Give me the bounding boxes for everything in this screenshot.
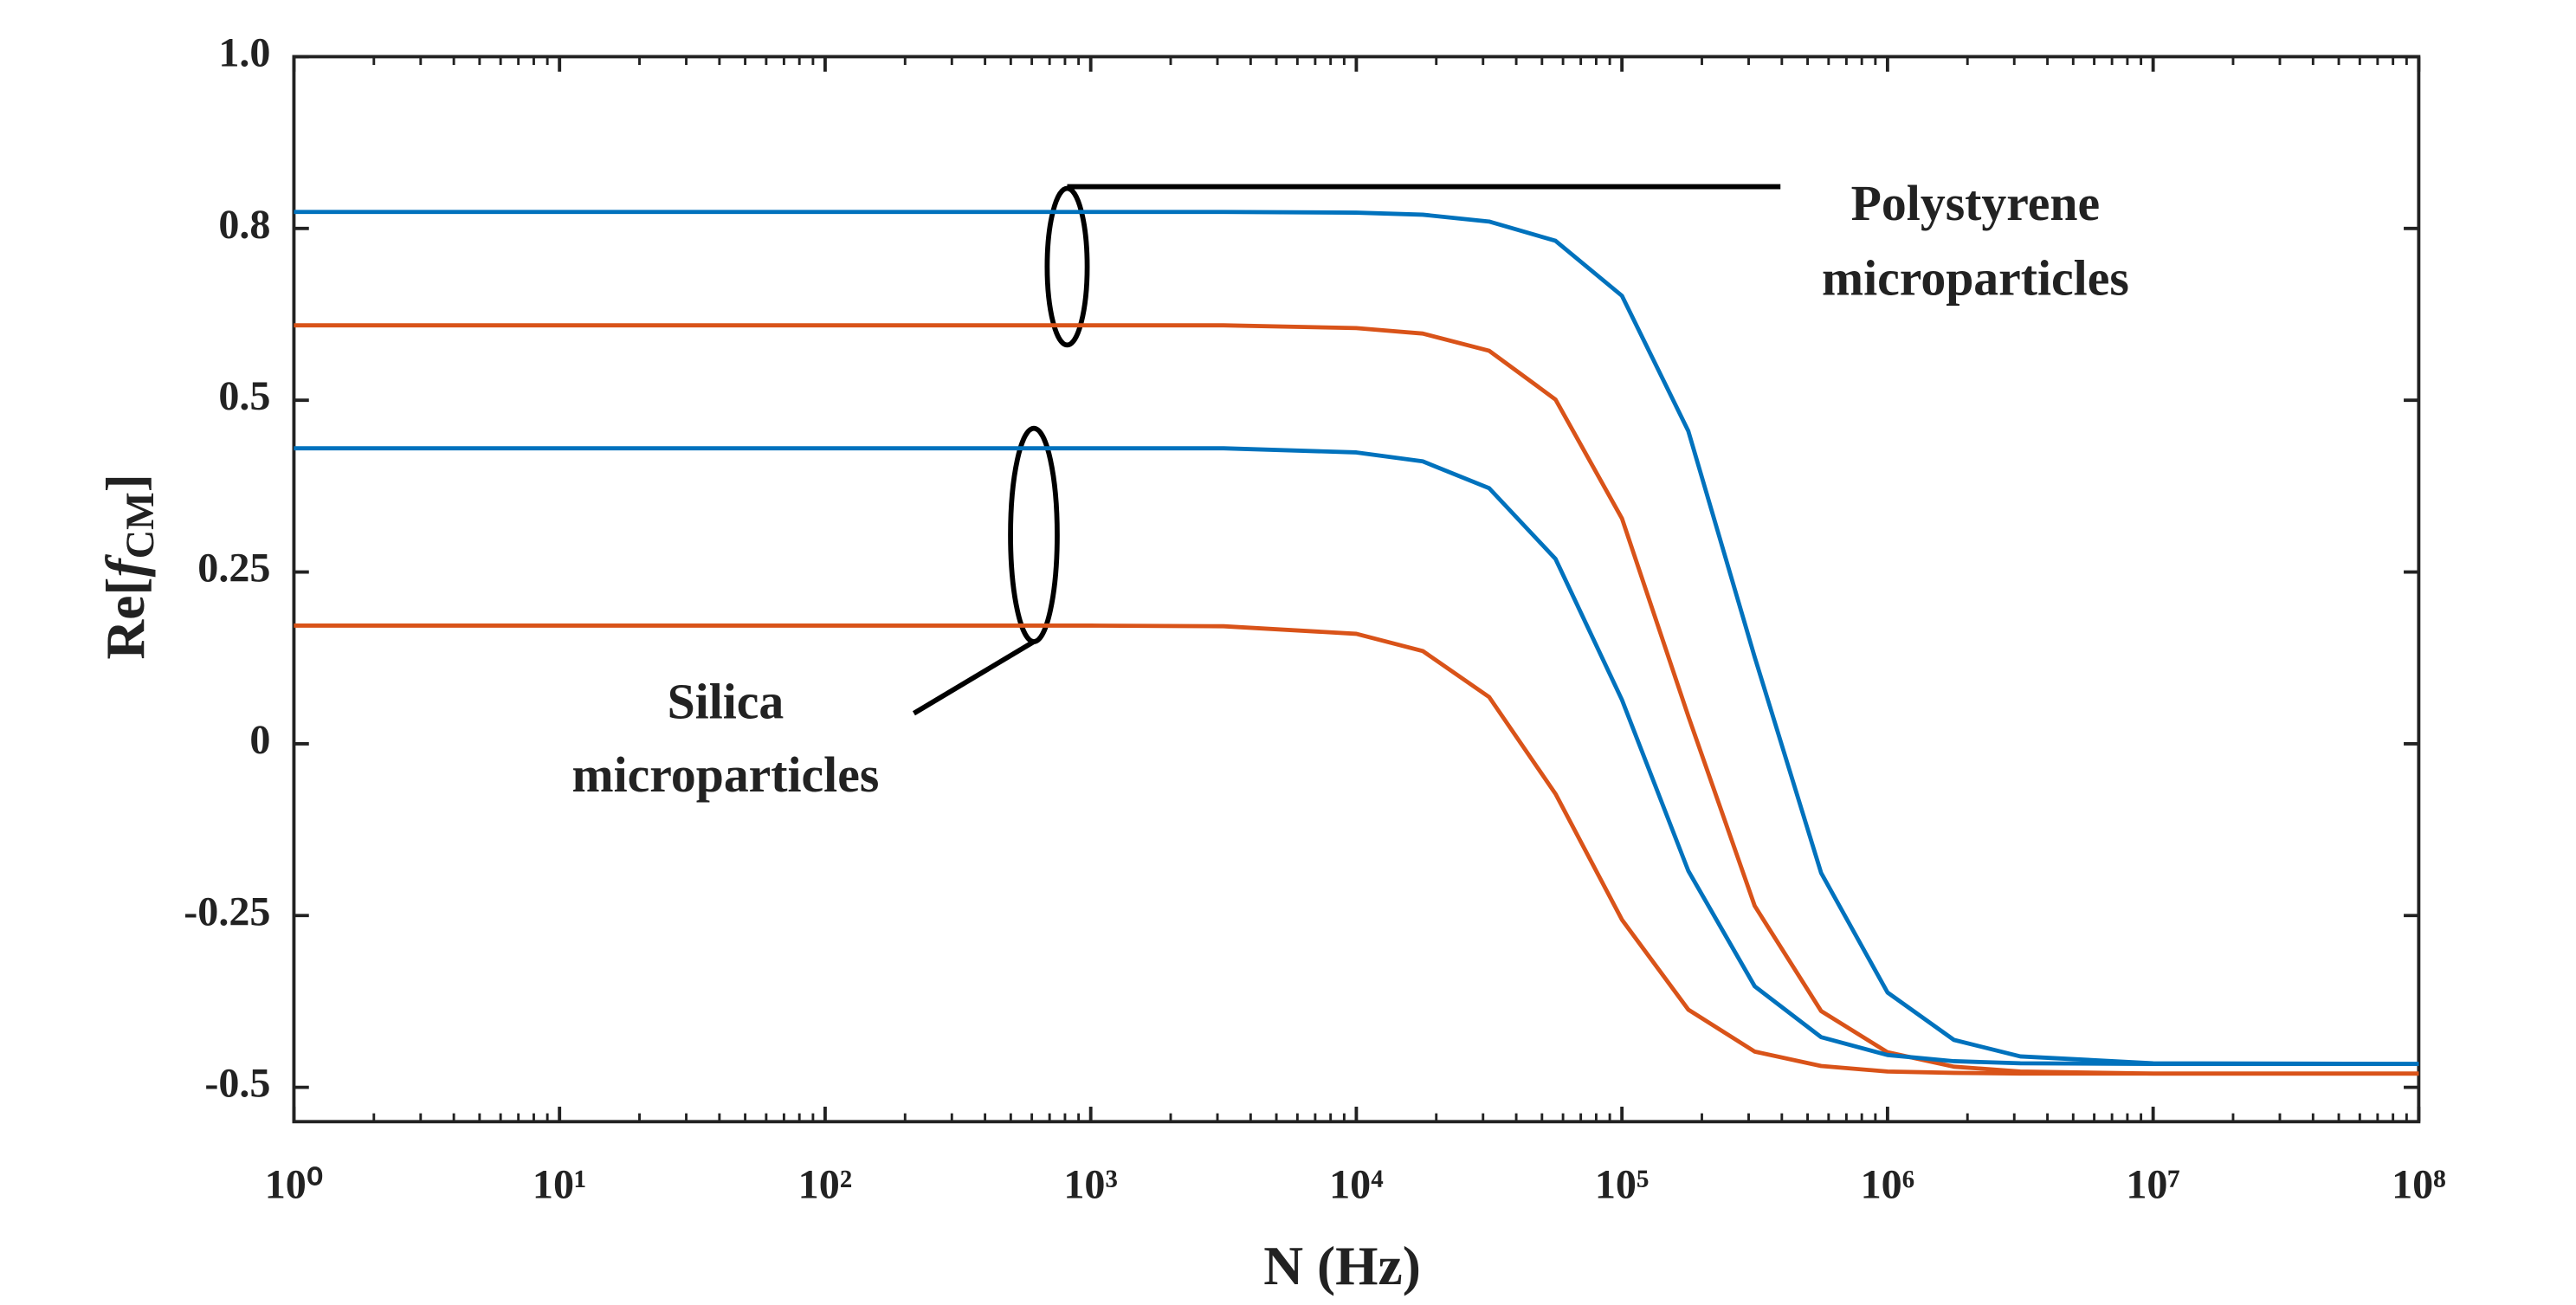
annotation: Silica	[668, 675, 784, 729]
y-tick-label: 0.5	[218, 373, 270, 419]
annotation: microparticles	[572, 748, 880, 803]
x-tick-label: 10³	[1063, 1161, 1118, 1207]
x-tick-label: 10⁸	[2392, 1161, 2446, 1207]
x-tick-label: 10⁰	[265, 1161, 323, 1207]
y-tick-label: -0.5	[204, 1061, 270, 1107]
series-line	[294, 323, 2419, 1076]
plot-frame	[292, 55, 2421, 1124]
x-tick-label: 10⁵	[1595, 1161, 1650, 1207]
x-tick-label: 10⁷	[2126, 1161, 2180, 1207]
leader-line	[912, 639, 1036, 716]
y-tick-label: 0.25	[197, 546, 270, 591]
annotation: microparticles	[1822, 251, 2129, 306]
y-label-part: Re[	[94, 577, 155, 659]
x-axis-label: N (Hz)	[1263, 1235, 1421, 1296]
x-tick-label: 10⁶	[1861, 1161, 1915, 1207]
x-tick-label: 10⁴	[1329, 1161, 1384, 1207]
y-axis-label: Re[fCM]	[94, 474, 161, 659]
y-tick-label: 1.0	[218, 29, 270, 75]
y-tick-label: -0.25	[184, 888, 270, 934]
annotation: Polystyrene	[1851, 177, 2100, 231]
y-label-part: CM	[118, 492, 162, 559]
y-tick-label: 0	[249, 717, 270, 763]
series-line	[294, 446, 2419, 1067]
series-line	[294, 623, 2419, 1076]
x-tick-label: 10¹	[533, 1161, 587, 1207]
x-tick-label: 10²	[798, 1161, 853, 1207]
y-tick-label: 0.8	[218, 202, 270, 248]
y-label-part: ]	[94, 474, 155, 492]
group-ellipse	[1008, 425, 1060, 644]
series-line	[294, 210, 2419, 1067]
